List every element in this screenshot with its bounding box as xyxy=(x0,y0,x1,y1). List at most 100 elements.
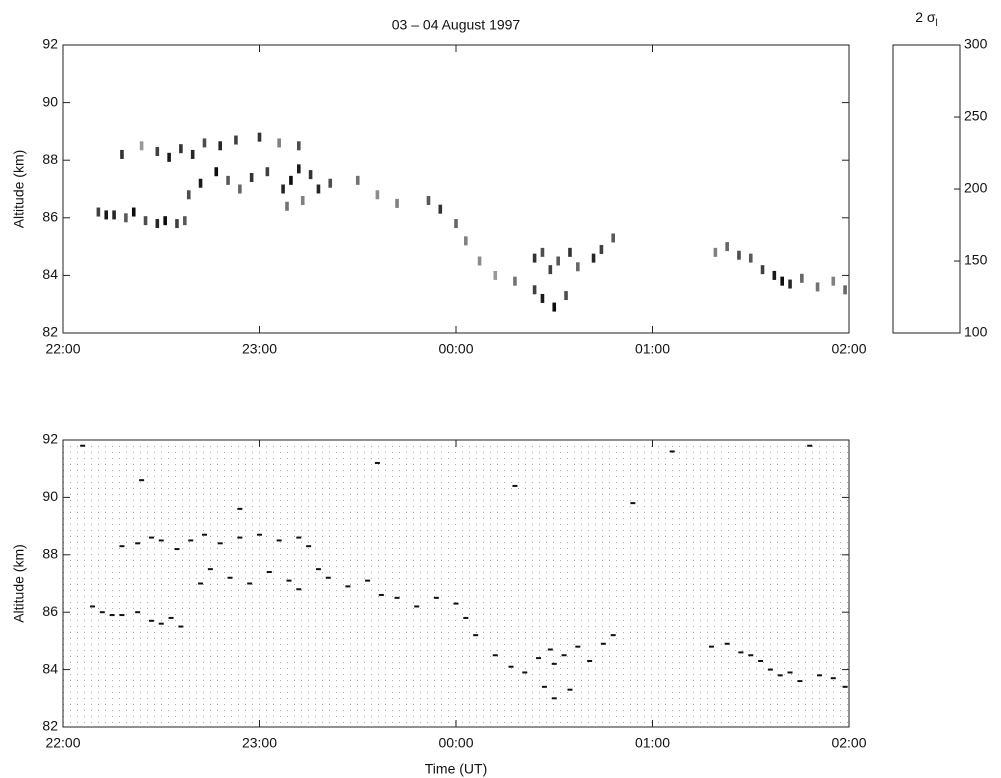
y-tick-label: 90 xyxy=(42,488,58,504)
echo-point xyxy=(378,593,384,596)
echo-point xyxy=(80,444,86,447)
colorbar-tick-label: 300 xyxy=(964,36,988,52)
heatmap-cell xyxy=(556,256,560,266)
echo-point xyxy=(600,642,606,645)
echo-point xyxy=(139,479,145,482)
heatmap-cell xyxy=(599,244,604,254)
colorbar-label-sub: l xyxy=(936,18,938,29)
y-tick-label: 92 xyxy=(42,36,58,52)
heatmap-cell xyxy=(611,233,615,243)
heatmap-cell xyxy=(713,247,718,257)
colorbar-tick-label: 250 xyxy=(964,108,988,124)
echo-point xyxy=(630,502,636,505)
heatmap-cell xyxy=(214,167,219,177)
heatmap-cell xyxy=(426,196,431,206)
heatmap-cell xyxy=(760,265,765,275)
x-tick-label: 00:00 xyxy=(438,735,473,751)
heatmap-cell xyxy=(218,141,222,151)
heatmap-cell xyxy=(124,213,128,223)
heatmap-cell xyxy=(316,184,321,194)
heatmap-cell xyxy=(104,210,109,220)
echo-point xyxy=(109,614,115,617)
echo-point xyxy=(551,662,557,665)
heatmap-cell xyxy=(464,236,468,246)
echo-point xyxy=(247,582,253,585)
heatmap-cell xyxy=(139,141,144,151)
heatmap-cell xyxy=(328,178,333,188)
echo-point xyxy=(394,596,400,599)
heatmap-cell xyxy=(297,164,301,174)
heatmap-cell xyxy=(454,219,458,229)
heatmap-cell xyxy=(163,216,167,226)
heatmap-cell xyxy=(591,253,596,263)
heatmap-cell xyxy=(175,219,179,229)
y-tick-label: 82 xyxy=(42,718,58,734)
y-axis-label: Altitude (km) xyxy=(11,150,27,229)
echo-point xyxy=(276,539,282,542)
x-tick-label: 22:00 xyxy=(45,735,80,751)
heatmap-cell xyxy=(800,273,804,283)
echo-point xyxy=(473,634,479,637)
heatmap-cell xyxy=(179,144,183,154)
heatmap-cell xyxy=(257,132,262,142)
echo-point xyxy=(830,677,836,680)
echo-point xyxy=(158,622,164,625)
heatmap-cell xyxy=(198,178,203,188)
heatmap-cell xyxy=(548,265,553,275)
echo-point xyxy=(374,461,380,464)
echo-point xyxy=(178,625,184,628)
heatmap-cell xyxy=(375,190,380,200)
echo-point xyxy=(807,444,813,447)
x-tick-label: 01:00 xyxy=(635,735,670,751)
echo-point xyxy=(237,536,243,539)
echo-point xyxy=(522,671,528,674)
heatmap-cell xyxy=(308,170,313,180)
echo-point xyxy=(551,697,557,700)
heatmap-cell xyxy=(737,250,741,260)
echo-point xyxy=(198,582,204,585)
heatmap-cell xyxy=(772,270,777,280)
heatmap-cell xyxy=(568,247,572,257)
echo-point xyxy=(296,536,302,539)
echo-point xyxy=(512,484,518,487)
heatmap-cell xyxy=(532,285,537,295)
heatmap-cell xyxy=(238,184,242,194)
x-tick-label: 23:00 xyxy=(242,735,277,751)
colorbar-label: 2 σl xyxy=(915,9,938,29)
heatmap-cell xyxy=(300,196,305,206)
x-tick-label: 00:00 xyxy=(438,341,473,357)
y-tick-label: 82 xyxy=(42,324,58,340)
heatmap-cell xyxy=(131,207,136,217)
echo-point xyxy=(536,657,542,660)
heatmap-cell xyxy=(438,204,443,214)
echo-point xyxy=(758,659,764,662)
echo-point xyxy=(575,645,581,648)
echo-point xyxy=(708,645,714,648)
echo-point xyxy=(433,596,439,599)
heatmap-cell xyxy=(477,256,482,266)
echo-point xyxy=(610,634,616,637)
echo-point xyxy=(453,602,459,605)
heatmap-cell xyxy=(183,216,187,226)
colorbar-tick-label: 200 xyxy=(964,180,988,196)
chart-title: 03 – 04 August 1997 xyxy=(392,17,521,33)
echo-point xyxy=(315,568,321,571)
echo-point xyxy=(306,545,312,548)
echo-point xyxy=(463,616,469,619)
echo-point xyxy=(99,611,105,614)
heatmap-cell xyxy=(532,253,537,263)
heatmap-cell xyxy=(552,302,557,312)
colorbar-tick-label: 100 xyxy=(964,324,988,340)
heatmap-cell xyxy=(395,198,399,208)
echo-point xyxy=(135,611,141,614)
echo-point xyxy=(325,576,331,579)
echo-point xyxy=(797,680,803,683)
heatmap-cell xyxy=(843,285,847,295)
colorbar xyxy=(892,44,961,334)
colorbar-tick-label: 150 xyxy=(964,252,988,268)
echo-point xyxy=(296,588,302,591)
echo-point xyxy=(237,507,243,510)
x-axis-label: Time (UT) xyxy=(425,761,487,777)
echo-point xyxy=(119,545,125,548)
heatmap-cell xyxy=(186,190,191,200)
